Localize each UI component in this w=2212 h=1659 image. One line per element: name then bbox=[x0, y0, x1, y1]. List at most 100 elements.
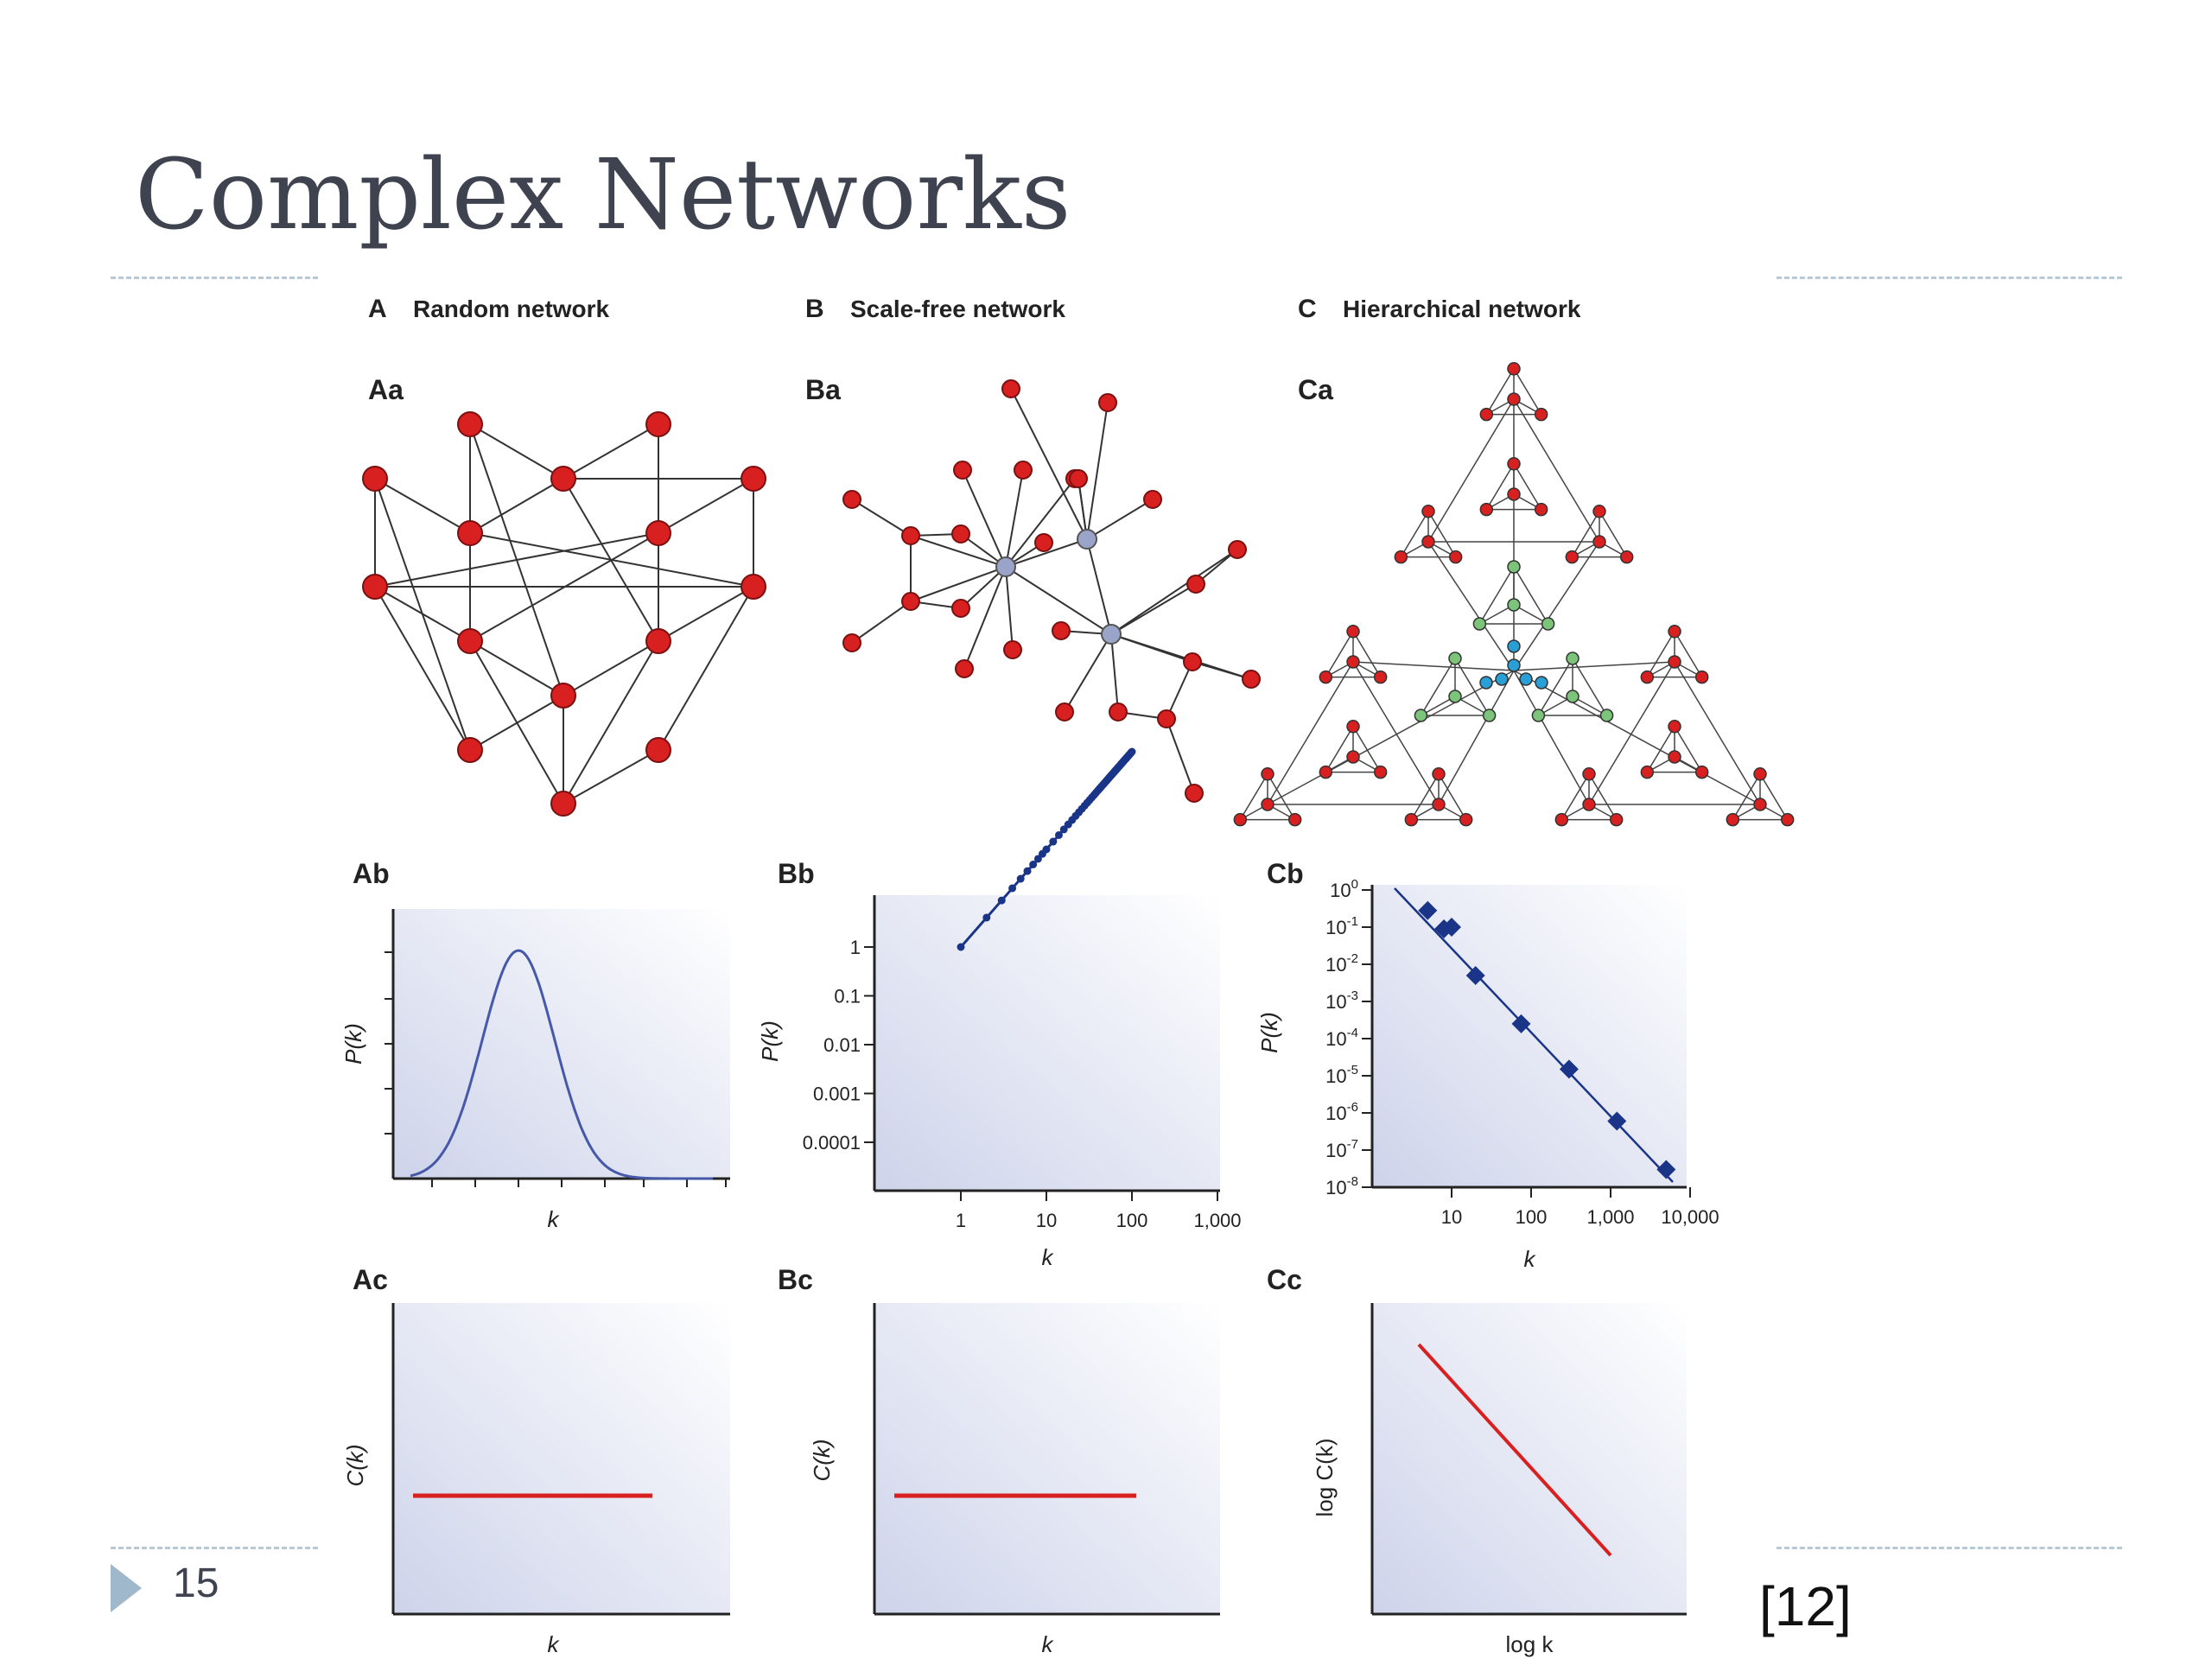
label-Ba: Ba bbox=[805, 374, 841, 405]
data-point bbox=[1607, 1111, 1627, 1131]
bullet-arrow-icon bbox=[111, 1564, 142, 1612]
network-node bbox=[1287, 812, 1302, 827]
network-node bbox=[1507, 362, 1521, 376]
data-point bbox=[1049, 837, 1058, 846]
data-point bbox=[1016, 874, 1025, 883]
hub-node bbox=[1519, 672, 1533, 686]
network-node bbox=[1592, 535, 1606, 549]
y-tick-label: 10-4 bbox=[1325, 1026, 1358, 1050]
hub-node bbox=[1101, 624, 1122, 645]
network-node bbox=[1780, 812, 1795, 827]
network-node bbox=[645, 628, 671, 654]
network-edge bbox=[1064, 633, 1112, 713]
network-node bbox=[1346, 750, 1360, 764]
y-tick-label: 0.001 bbox=[813, 1084, 861, 1105]
network-node bbox=[645, 520, 671, 546]
network-node bbox=[550, 683, 576, 709]
network-node bbox=[1414, 709, 1428, 722]
network-edge bbox=[469, 640, 564, 696]
scale-free-network-diagram bbox=[842, 379, 1261, 803]
network-node bbox=[901, 592, 920, 611]
network-node bbox=[1346, 655, 1360, 669]
network-edge bbox=[1086, 499, 1154, 540]
column-letter-a: A bbox=[368, 295, 387, 323]
network-node bbox=[645, 411, 671, 437]
network-edge bbox=[563, 749, 659, 804]
hub-node bbox=[1077, 529, 1097, 550]
network-node bbox=[1421, 535, 1435, 549]
network-node bbox=[1507, 598, 1521, 612]
x-tick-label: 1 bbox=[956, 1210, 966, 1231]
x-tick-label: 10,000 bbox=[1661, 1206, 1719, 1228]
network-node bbox=[1592, 505, 1606, 518]
network-node bbox=[1052, 621, 1071, 640]
xlabel-Cc: log k bbox=[1506, 1631, 1554, 1657]
network-node bbox=[1507, 487, 1521, 501]
network-node bbox=[1448, 652, 1462, 665]
hub-node bbox=[1479, 676, 1493, 690]
hub-node bbox=[1535, 676, 1548, 690]
y-tick-label: 10-1 bbox=[1325, 914, 1358, 938]
label-Ca: Ca bbox=[1298, 374, 1333, 405]
decreasing-line-Cc bbox=[1417, 1343, 1612, 1557]
network-node bbox=[741, 574, 766, 600]
gaussian-curve bbox=[410, 949, 713, 1180]
network-node bbox=[1668, 750, 1681, 764]
network-node bbox=[1753, 767, 1767, 781]
data-point bbox=[1418, 900, 1438, 920]
network-node bbox=[1482, 709, 1497, 722]
network-edge bbox=[374, 478, 471, 534]
network-node bbox=[457, 737, 483, 763]
x-tick-label: 100 bbox=[1516, 1206, 1548, 1228]
network-node bbox=[741, 466, 766, 492]
network-node bbox=[1668, 625, 1681, 639]
network-node bbox=[1459, 812, 1473, 827]
column-letter-c: C bbox=[1298, 295, 1317, 323]
network-edge bbox=[469, 423, 564, 480]
network-node bbox=[1014, 461, 1033, 480]
network-edge bbox=[563, 423, 659, 480]
network-node bbox=[1373, 765, 1388, 779]
plot-Bc: C(k) k bbox=[809, 1303, 1220, 1657]
network-node bbox=[1472, 617, 1487, 631]
footer-divider-left bbox=[111, 1547, 318, 1549]
network-node bbox=[901, 526, 920, 545]
network-edge bbox=[658, 478, 754, 534]
xlabel-Ac: k bbox=[548, 1631, 561, 1657]
label-Ac: Ac bbox=[353, 1264, 388, 1295]
network-edge bbox=[1110, 549, 1238, 635]
network-node bbox=[1694, 765, 1709, 779]
column-title-random: Random network bbox=[413, 296, 610, 322]
network-node bbox=[1432, 767, 1446, 781]
network-edge bbox=[963, 566, 1007, 670]
data-point bbox=[1511, 1014, 1531, 1033]
network-node bbox=[1242, 670, 1261, 689]
network-node bbox=[1394, 550, 1408, 564]
data-point bbox=[1059, 825, 1068, 834]
network-node bbox=[955, 659, 974, 678]
network-edge bbox=[1086, 402, 1109, 540]
label-Cb: Cb bbox=[1267, 858, 1304, 889]
network-node bbox=[1566, 690, 1580, 703]
data-point bbox=[1656, 1160, 1676, 1179]
network-node bbox=[1003, 640, 1022, 659]
random-network-diagram bbox=[362, 411, 766, 817]
network-node bbox=[1228, 540, 1247, 559]
network-edge bbox=[1005, 469, 1024, 568]
ylabel-Bb: P(k) bbox=[757, 1020, 783, 1062]
title-divider-left bbox=[111, 276, 318, 279]
network-node bbox=[1668, 655, 1681, 669]
data-point bbox=[1054, 830, 1063, 839]
network-node bbox=[1507, 392, 1521, 406]
network-node bbox=[1726, 812, 1740, 827]
hub-node bbox=[1507, 639, 1521, 653]
network-node bbox=[1373, 670, 1388, 684]
network-node bbox=[1554, 812, 1569, 827]
network-edge bbox=[469, 532, 754, 588]
hierarchical-network-diagram bbox=[1233, 362, 1795, 827]
y-tick-label: 1 bbox=[850, 937, 861, 958]
label-Bc: Bc bbox=[778, 1264, 813, 1295]
label-Cc: Cc bbox=[1267, 1264, 1302, 1295]
network-node bbox=[1185, 784, 1204, 803]
network-node bbox=[842, 633, 861, 652]
